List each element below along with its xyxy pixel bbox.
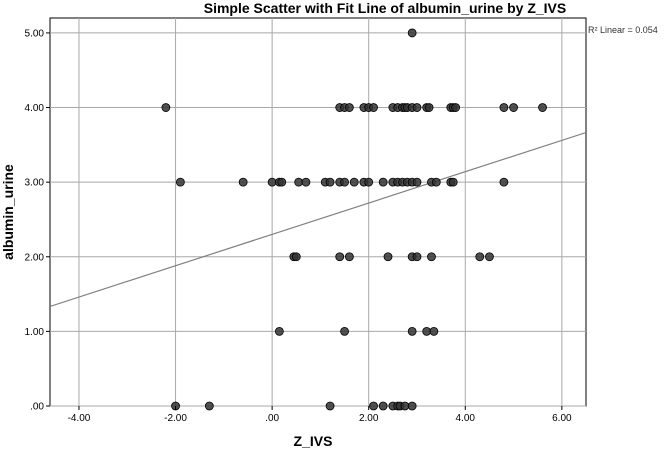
data-point xyxy=(204,401,214,411)
y-tick-label: 4.00 xyxy=(25,103,45,114)
data-point xyxy=(412,252,422,262)
data-point xyxy=(267,177,277,187)
data-point xyxy=(424,103,434,112)
x-tick-label: .00 xyxy=(265,413,279,424)
data-point xyxy=(344,103,354,112)
fit-line-group xyxy=(50,131,586,308)
x-axis-label: Z_IVS xyxy=(294,433,333,449)
y-tick-label: 2.00 xyxy=(25,252,45,263)
data-point xyxy=(335,252,345,262)
data-point xyxy=(344,252,354,262)
data-point xyxy=(538,103,547,112)
data-point xyxy=(475,252,485,262)
x-tick-label: 2.00 xyxy=(359,413,379,424)
data-point xyxy=(383,252,393,262)
x-tick-label: -4.00 xyxy=(68,413,91,424)
data-point xyxy=(431,177,441,187)
y-axis-ticks: .00 1.00 2.00 3.00 4.00 5.00 xyxy=(25,28,50,413)
fit-line xyxy=(50,131,586,308)
data-point xyxy=(499,103,509,112)
data-point xyxy=(378,177,388,187)
data-point xyxy=(427,252,436,262)
data-point xyxy=(412,177,422,187)
data-point xyxy=(274,326,284,336)
data-point xyxy=(485,252,494,262)
y-axis-label: albumin_urine xyxy=(0,164,16,260)
data-point xyxy=(161,103,171,112)
chart-title: Simple Scatter with Fit Line of albumin_… xyxy=(204,0,567,16)
data-point xyxy=(277,177,287,187)
r-squared-label: R² Linear = 0.054 xyxy=(588,25,658,35)
data-point xyxy=(412,103,422,112)
data-point xyxy=(238,177,248,187)
data-point xyxy=(340,326,349,336)
data-point xyxy=(448,177,458,187)
data-point xyxy=(340,177,349,187)
data-point xyxy=(325,401,335,411)
data-point xyxy=(400,401,410,411)
y-tick-label: 1.00 xyxy=(25,327,45,338)
x-tick-label: 4.00 xyxy=(456,413,476,424)
data-point xyxy=(325,177,335,187)
x-tick-label: 6.00 xyxy=(552,413,572,424)
y-tick-label: .00 xyxy=(30,402,44,413)
data-points xyxy=(161,28,547,411)
data-point xyxy=(499,177,509,187)
data-point xyxy=(294,177,304,187)
data-point xyxy=(349,177,359,187)
data-point xyxy=(369,401,378,411)
data-point xyxy=(451,103,461,112)
grid-lines xyxy=(50,18,586,407)
data-point xyxy=(291,252,301,262)
data-point xyxy=(422,326,432,336)
data-point xyxy=(429,326,439,336)
data-point xyxy=(509,103,518,112)
x-axis-ticks: -4.00 -2.00 .00 2.00 4.00 6.00 xyxy=(68,406,572,424)
x-tick-label: -2.00 xyxy=(164,413,187,424)
y-tick-label: 3.00 xyxy=(25,178,45,189)
data-point xyxy=(369,103,378,112)
data-point xyxy=(364,177,374,187)
data-point xyxy=(407,401,417,411)
data-point xyxy=(175,177,185,187)
data-point xyxy=(407,28,417,38)
data-point xyxy=(301,177,311,187)
data-point xyxy=(407,326,417,336)
plot-area xyxy=(49,17,587,407)
y-tick-label: 5.00 xyxy=(25,28,45,39)
data-point xyxy=(378,401,388,411)
